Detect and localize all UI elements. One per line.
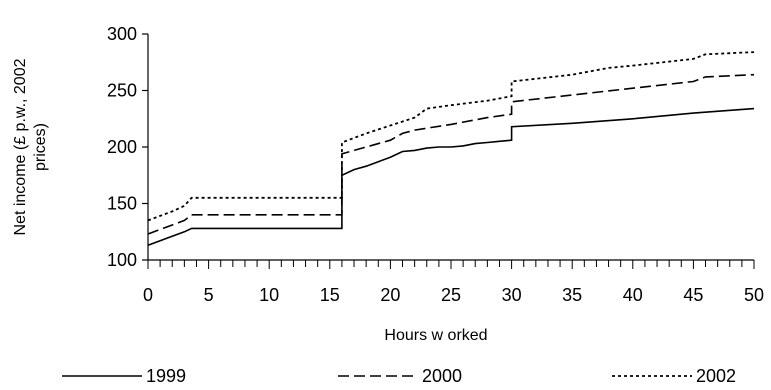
legend-label-2000: 2000 bbox=[422, 366, 462, 385]
legend-label-1999: 1999 bbox=[146, 366, 186, 385]
x-tick-label: 15 bbox=[320, 285, 340, 305]
y-tick-label: 300 bbox=[107, 24, 137, 44]
series-line-1999 bbox=[147, 107, 755, 247]
x-tick-label: 20 bbox=[380, 285, 400, 305]
y-tick-label: 100 bbox=[107, 250, 137, 270]
y-tick-label: 150 bbox=[107, 194, 137, 214]
x-axis-title: Hours w orked bbox=[384, 327, 487, 344]
x-tick-label: 50 bbox=[744, 285, 764, 305]
y-tick-label: 250 bbox=[107, 81, 137, 101]
y-axis-title-continued: prices) bbox=[32, 123, 49, 171]
legend: 1999 2000 2002 bbox=[62, 366, 736, 386]
x-tick-label: 0 bbox=[143, 285, 153, 305]
x-tick-label: 30 bbox=[502, 285, 522, 305]
series-line-2000 bbox=[147, 73, 755, 235]
axes: 100 150 200 250 300 0 5 10 15 20 25 30 35 40 45 50 bbox=[107, 24, 764, 305]
x-tick-label: 10 bbox=[259, 285, 279, 305]
series-line-2002 bbox=[147, 51, 755, 222]
x-tick-label: 45 bbox=[683, 285, 703, 305]
x-tick-label: 40 bbox=[623, 285, 643, 305]
x-tick-label: 5 bbox=[204, 285, 214, 305]
y-axis-title: Net income (£ p.w., 2002 bbox=[12, 58, 29, 235]
x-tick-label: 25 bbox=[441, 285, 461, 305]
plot-area bbox=[147, 51, 755, 247]
y-tick-label: 200 bbox=[107, 137, 137, 157]
x-tick-label: 35 bbox=[562, 285, 582, 305]
legend-label-2002: 2002 bbox=[696, 366, 736, 385]
